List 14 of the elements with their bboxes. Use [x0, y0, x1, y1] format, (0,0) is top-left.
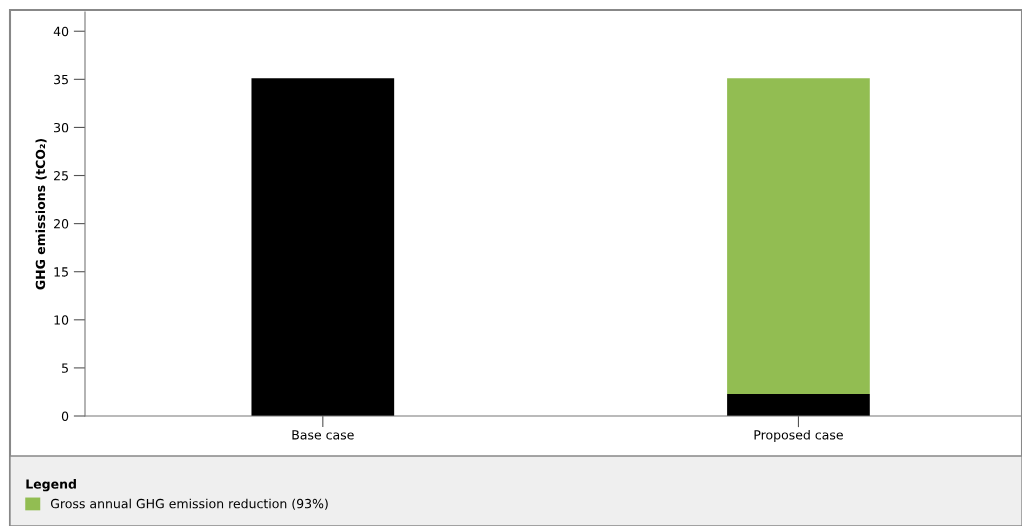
y-tick-label: 40	[53, 26, 69, 37]
y-tick-label: 10	[54, 315, 69, 325]
y-tick-label: 30	[54, 122, 69, 133]
x-tick-label: Base case	[292, 430, 354, 440]
y-tick-label: 35	[54, 74, 68, 85]
y-tick-label: 15	[54, 267, 68, 277]
y-axis-title: GHG emissions (tCO₂)	[35, 138, 47, 290]
legend-label: Gross annual GHG emission reduction (93%)	[50, 498, 328, 510]
legend-title: Legend	[26, 479, 76, 492]
y-tick-label: 0	[61, 411, 69, 421]
y-tick-label: 20	[54, 219, 69, 229]
y-tick-label: 25	[54, 171, 68, 181]
x-tick-label: Proposed case	[754, 429, 843, 442]
y-tick-label: 5	[62, 363, 68, 373]
